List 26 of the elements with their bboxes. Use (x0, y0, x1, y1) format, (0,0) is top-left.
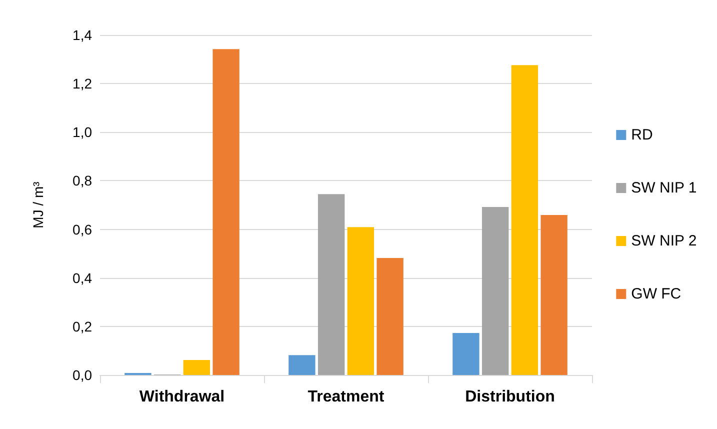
legend-label: SW NIP 2 (631, 232, 697, 250)
bar (183, 360, 210, 375)
y-axis-title: MJ / m³ (30, 181, 46, 228)
bar (452, 332, 480, 375)
legend-label: GW FC (631, 286, 682, 302)
bar (482, 206, 509, 375)
bar (288, 355, 316, 375)
bar (511, 65, 538, 375)
legend-label: RD (631, 126, 653, 144)
y-tick-label: 0,0 (72, 367, 92, 383)
y-tick-label: 1,4 (72, 27, 92, 43)
bar (347, 227, 374, 375)
y-tick-label: 0,4 (72, 270, 92, 286)
x-tick-label: Withdrawal (139, 388, 225, 406)
y-tick-label: 1,0 (72, 124, 92, 140)
y-tick-label: 0,6 (72, 221, 92, 238)
y-tick-label: 0,8 (72, 172, 92, 189)
y-tick-label: 0,2 (72, 318, 92, 334)
bar (540, 214, 568, 375)
bar (376, 258, 404, 375)
x-tick-label: Distribution (465, 388, 555, 406)
bar (318, 194, 345, 375)
y-tick-label: 1,2 (72, 76, 92, 92)
legend-label: SW NIP 1 (631, 180, 697, 196)
bar (212, 49, 240, 375)
x-tick-label: Treatment (308, 388, 385, 406)
